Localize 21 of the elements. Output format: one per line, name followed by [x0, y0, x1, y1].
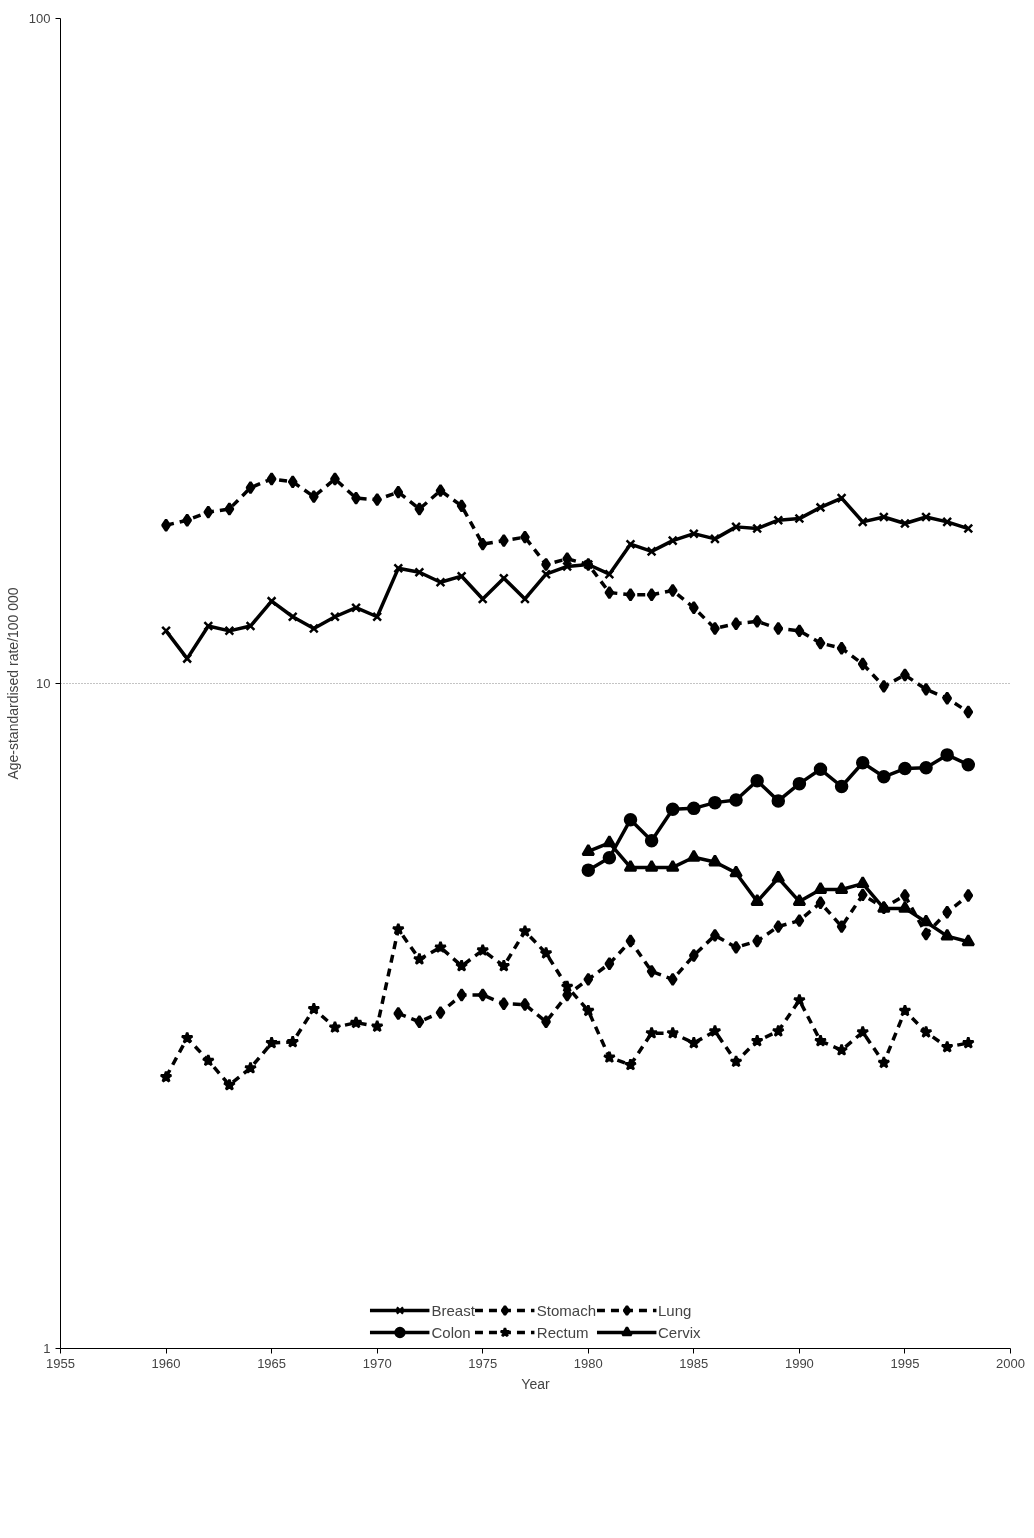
- legend-label: Cervix: [658, 1322, 701, 1343]
- legend-label: Lung: [658, 1300, 692, 1321]
- legend-label: Stomach: [536, 1300, 597, 1321]
- y-tick-label: 1: [43, 1341, 51, 1356]
- x-tick-label: 1965: [257, 1355, 287, 1371]
- x-tick-label: 1995: [890, 1355, 920, 1371]
- x-tick-label: 1955: [46, 1355, 75, 1371]
- x-tick-label: 1970: [362, 1355, 392, 1371]
- x-axis-title: Year: [521, 1375, 550, 1392]
- y-tick-label: 100: [28, 11, 51, 26]
- x-tick-label: 1985: [679, 1355, 709, 1371]
- y-tick-label: 10: [36, 676, 51, 691]
- x-tick-label: 1960: [151, 1355, 181, 1371]
- legend-label: Breast: [431, 1300, 475, 1321]
- x-tick-label: 1990: [784, 1355, 814, 1371]
- legend-label: Colon: [431, 1322, 471, 1343]
- legend-label: Rectum: [536, 1322, 589, 1343]
- x-tick-label: 1975: [468, 1355, 498, 1371]
- x-tick-label: 1980: [573, 1355, 603, 1371]
- y-axis-title: Age-standardised rate/100 000: [4, 587, 21, 780]
- x-tick-label: 2000: [996, 1355, 1025, 1371]
